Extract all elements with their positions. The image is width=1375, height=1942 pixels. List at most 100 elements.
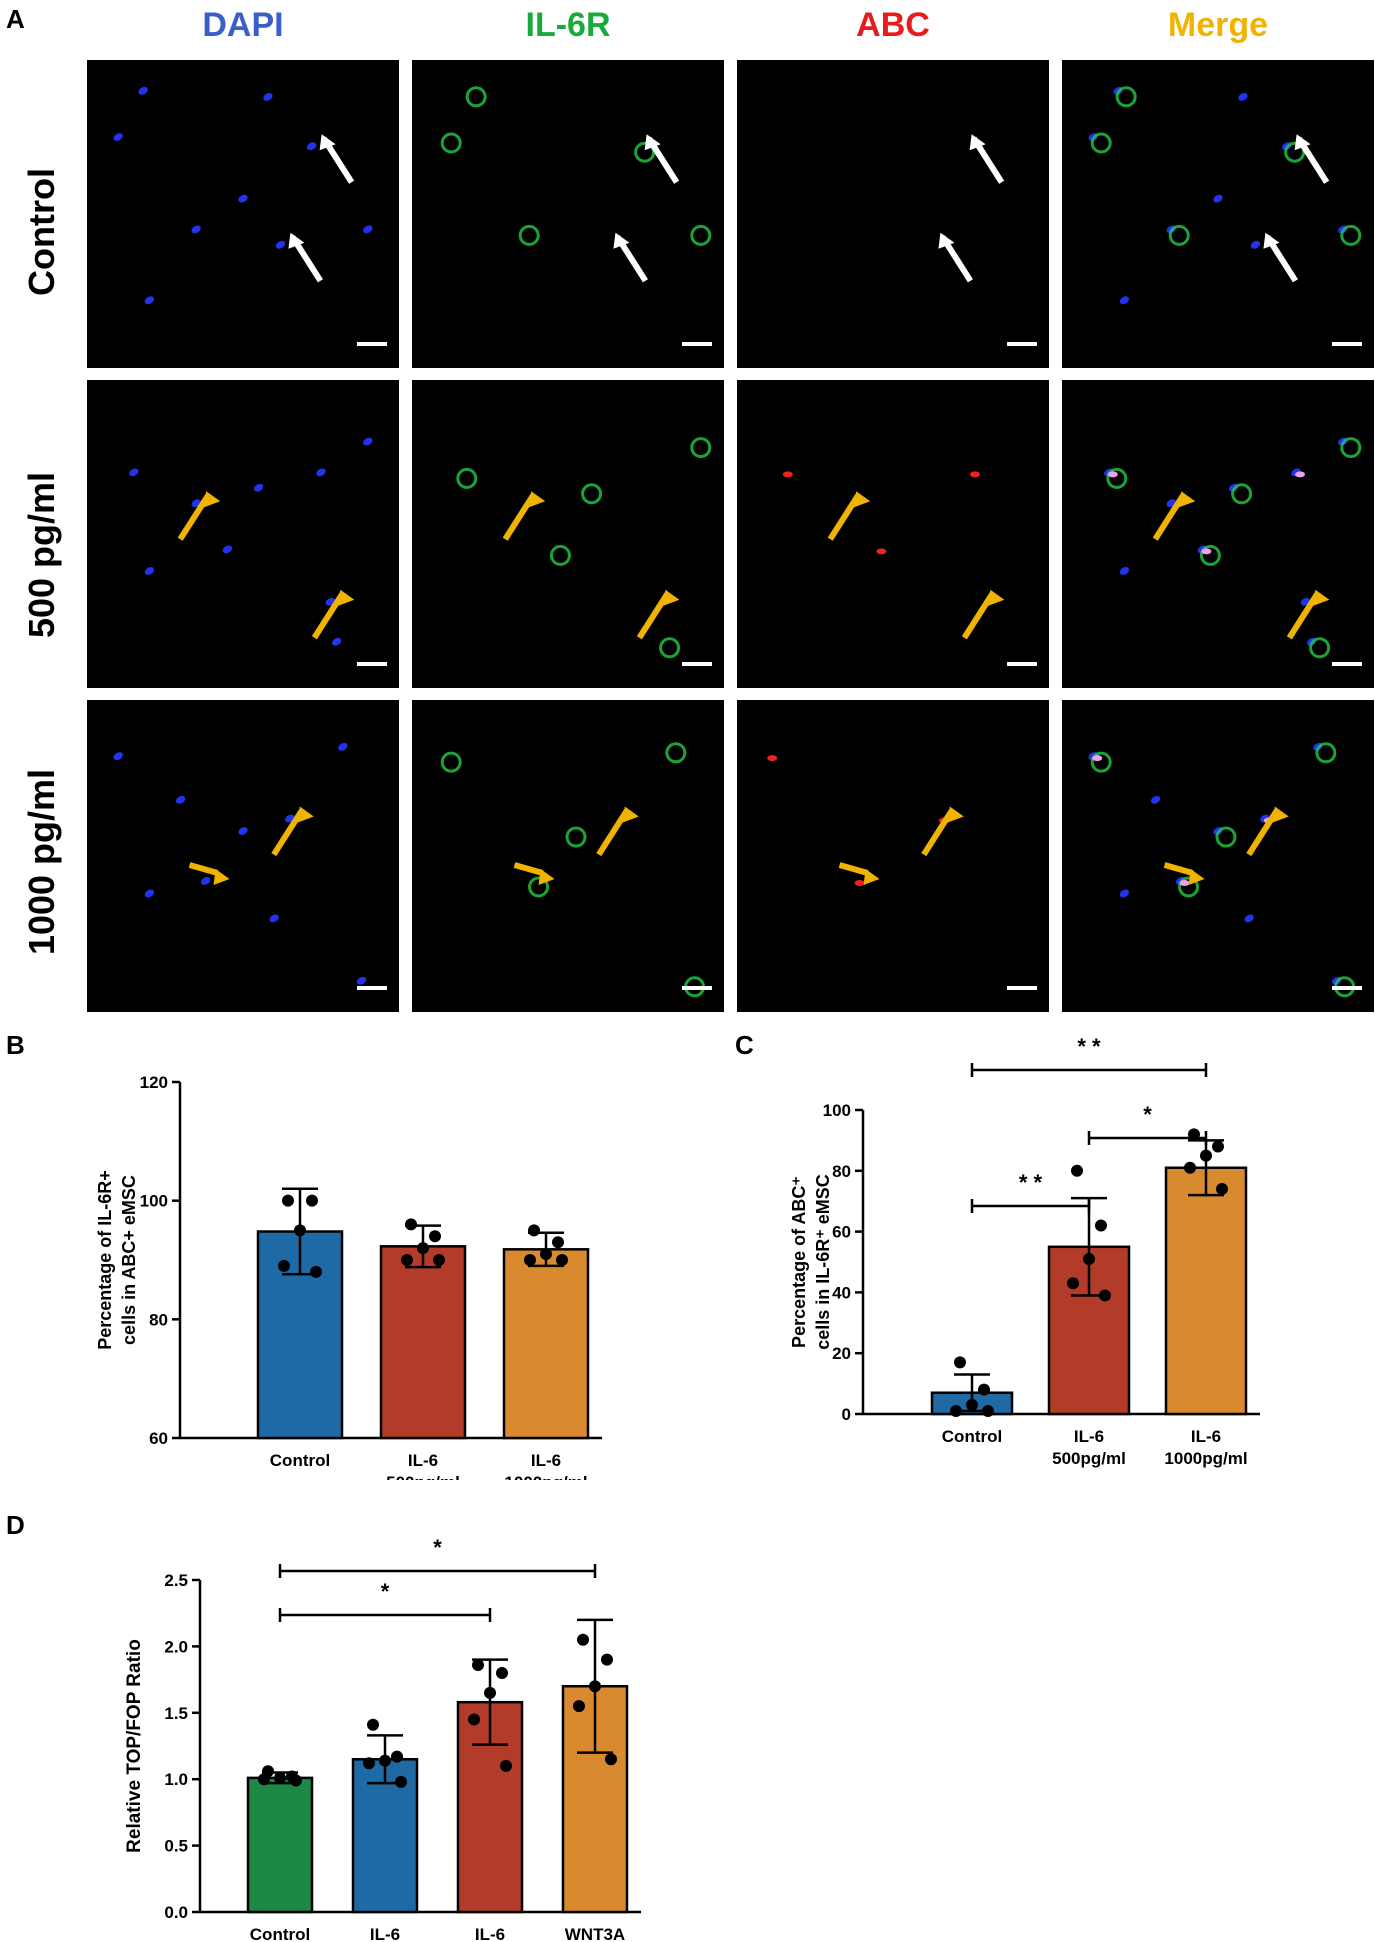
micrograph-image [938,134,1037,346]
arrow-icon [596,808,630,857]
nucleus [1213,194,1223,203]
data-point [552,1236,564,1249]
data-point [605,1753,617,1766]
cell-membrane [549,544,571,566]
nucleus [1119,296,1130,305]
micrograph-image [113,742,387,990]
nucleus [238,194,248,203]
bar [379,1245,467,1440]
cell-membrane [1315,742,1337,764]
column-title-il6r: IL-6R [525,6,611,44]
y-tick-label: 40 [832,1283,851,1302]
arrow-head-icon [1313,589,1330,606]
micrograph-image [767,755,1037,990]
data-point [496,1666,508,1679]
arrow-head-icon [1188,868,1205,885]
data-point [468,1713,480,1726]
arrow-head-icon [204,491,221,508]
data-point [524,1254,536,1266]
arrow-head-icon [622,806,639,823]
arrow-icon [311,592,345,640]
x-tick-label: Control [270,1451,330,1470]
micrograph-dapi-row-3 [87,700,399,1012]
arrow-head-icon [988,589,1005,606]
nucleus [144,889,155,898]
data-point [556,1254,568,1266]
cell-membrane [1168,224,1190,246]
y-tick-label: 80 [149,1310,168,1329]
y-tick-label: 100 [140,1192,168,1211]
scale-bar [357,662,387,666]
arrow-head-icon [319,134,336,151]
arrow-icon [1246,808,1280,857]
scale-bar [682,986,712,990]
data-point [484,1686,496,1699]
chart-c: 0 20 40 60 80 100 Percentage of ABC⁺ cells in I… [789,1034,1260,1468]
x-tick-label: 500pg/ml [386,1473,460,1480]
arrow-head-icon [644,134,661,151]
x-tick-label: 1000pg/ml [1164,1449,1247,1468]
arrow-head-icon [213,868,230,885]
arrow-head-icon [947,806,964,823]
micrograph-il6r-row-3 [412,700,724,1012]
y-tick-label: 80 [832,1162,851,1181]
arrow-head-icon [529,491,546,508]
x-tick-label: 1000pg/ml [504,1473,587,1480]
x-tick-label: IL-6 [1191,1427,1221,1446]
nucleus [1250,240,1261,249]
nucleus [1119,567,1130,575]
data-point [1212,1140,1224,1153]
abc-spot [1107,471,1118,478]
nucleus [253,483,264,492]
y-tick-label: 60 [832,1223,851,1242]
cell-membrane [1106,467,1128,489]
scale-bar [1007,342,1037,346]
chart-b: 60 80 100 120 Percentage of IL-6R+ cells in A… [95,1073,602,1480]
nucleus [1238,93,1248,101]
nucleus [363,437,373,446]
y-axis-label: Relative TOP/FOP Ratio [124,1639,145,1853]
nucleus [1244,914,1254,923]
abc-spot [1201,548,1212,555]
micrograph-image [129,437,387,666]
cell-membrane [634,141,656,163]
y-tick-label: 100 [823,1101,851,1120]
nucleus [113,133,123,141]
micrograph-image [1088,86,1362,346]
cell-membrane [659,637,681,659]
row-title-1000: 1000 pg/ml [21,768,62,956]
nucleus [144,296,155,305]
arrow-icon [513,862,544,876]
arrow-head-icon [1272,806,1289,823]
y-tick-label: 1.5 [164,1704,188,1723]
abc-spot [970,471,980,478]
arrow-icon [188,862,219,876]
data-point [1095,1219,1107,1232]
y-tick-label: 20 [832,1344,851,1363]
arrow-head-icon [969,134,986,151]
cell-membrane [456,467,478,489]
abc-spot [767,755,778,762]
arrow-head-icon [297,806,314,823]
arrow-head-icon [288,232,305,249]
significance-label: * [433,1535,442,1560]
micrograph-image [440,86,712,346]
x-tick-label: IL-6 [531,1451,561,1470]
x-tick-label: IL-6 [1074,1427,1104,1446]
column-title-abc: ABC [856,6,930,44]
micrograph-abc-row-1 [737,60,1049,368]
arrow-icon [1163,862,1194,876]
micrograph-image [456,437,712,666]
abc-spot [1295,471,1305,478]
cell-membrane [1090,751,1112,773]
column-title-merge: Merge [1167,6,1269,44]
y-tick-label: 0.0 [164,1903,188,1922]
arrow-head-icon [1294,134,1311,151]
x-tick-label: IL-6 [475,1925,505,1942]
data-point [540,1248,552,1261]
panel-label-b: B [6,1030,25,1060]
cell-membrane [1231,483,1253,505]
abc-spot [1092,755,1103,762]
data-point [433,1254,445,1266]
nucleus [356,976,367,985]
